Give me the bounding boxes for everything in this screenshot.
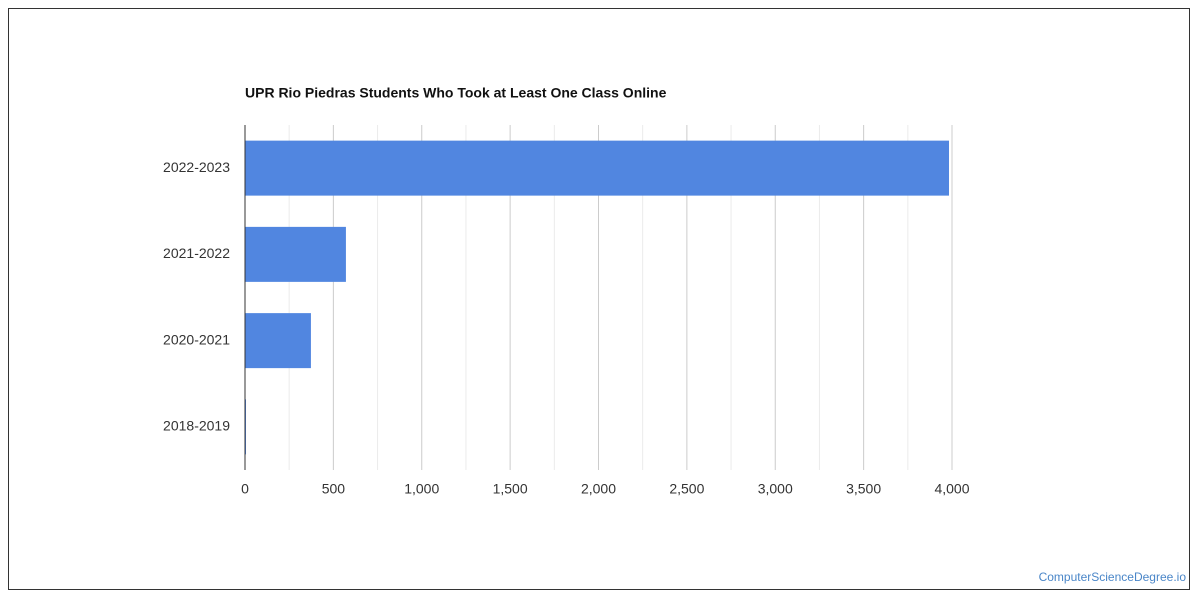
y-tick-label: 2021-2022: [163, 245, 230, 261]
y-tick-label: 2022-2023: [163, 159, 230, 175]
y-tick-label: 2018-2019: [163, 418, 230, 434]
x-tick-label: 1,000: [404, 481, 439, 497]
x-tick-label: 1,500: [493, 481, 528, 497]
chart-title: UPR Rio Piedras Students Who Took at Lea…: [245, 85, 667, 101]
y-tick-label: 2020-2021: [163, 331, 230, 347]
frame-border: [8, 8, 1190, 590]
bar: [245, 226, 346, 282]
bar: [245, 140, 949, 196]
x-tick-label: 2,500: [669, 481, 704, 497]
x-tick-label: 500: [322, 481, 346, 497]
x-tick-label: 0: [241, 481, 249, 497]
x-tick-label: 3,000: [758, 481, 793, 497]
credit-link[interactable]: ComputerScienceDegree.io: [1038, 570, 1186, 584]
x-tick-label: 2,000: [581, 481, 616, 497]
x-tick-label: 4,000: [934, 481, 969, 497]
bar: [245, 313, 311, 369]
x-tick-label: 3,500: [846, 481, 881, 497]
